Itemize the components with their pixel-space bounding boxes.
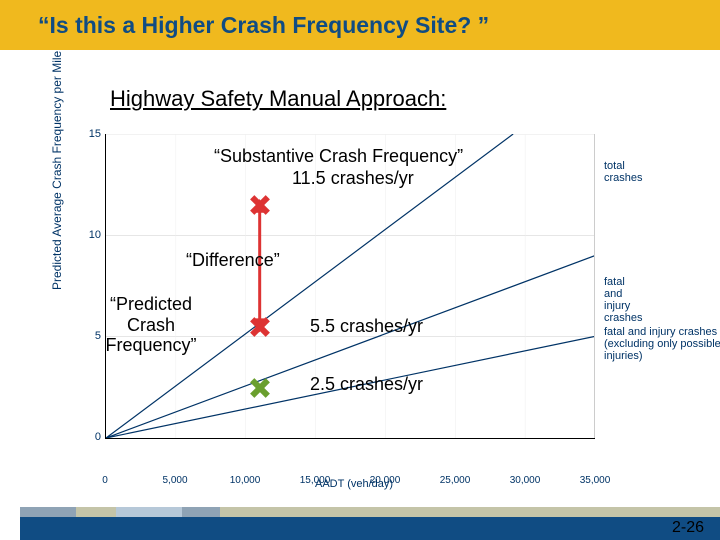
- ytick: 0: [87, 431, 101, 443]
- chart: Predicted Average Crash Frequency per Mi…: [55, 130, 670, 470]
- series-label-total: total crashes: [604, 160, 643, 184]
- xtick: 5,000: [155, 475, 195, 486]
- annot-val3: 2.5 crashes/yr: [310, 374, 423, 395]
- ytick: 10: [87, 229, 101, 241]
- annot-substantive: “Substantive Crash Frequency”: [214, 146, 463, 167]
- series-label-fi: fatal and injury crashes: [604, 276, 643, 324]
- xtick: 10,000: [225, 475, 265, 486]
- ytick: 15: [87, 128, 101, 140]
- xtick: 25,000: [435, 475, 475, 486]
- title-bar: “Is this a Higher Crash Frequency Site? …: [0, 0, 720, 50]
- y-axis-label: Predicted Average Crash Frequency per Mi…: [50, 51, 64, 290]
- ytick: 5: [87, 330, 101, 342]
- plot-area: total crashes fatal and injury crashes f…: [105, 134, 595, 439]
- footer: 2-26: [0, 498, 720, 540]
- series-label-fi-excl: fatal and injury crashes(excluding only …: [604, 326, 720, 362]
- annot-predicted: “PredictedCrashFrequency”: [91, 294, 211, 356]
- subtitle: Highway Safety Manual Approach:: [110, 86, 446, 112]
- slide-number: 2-26: [672, 519, 704, 537]
- x-marker-predicted-1: [249, 316, 271, 338]
- x-marker-substantive: 11.5: [249, 194, 271, 216]
- page-title: “Is this a Higher Crash Frequency Site? …: [38, 12, 489, 39]
- footer-main: [20, 517, 720, 540]
- annot-difference: “Difference”: [186, 250, 280, 271]
- footer-stripe: [20, 507, 720, 517]
- annot-substantive-val: 11.5 crashes/yr: [292, 168, 414, 189]
- xtick: 30,000: [505, 475, 545, 486]
- x-marker-predicted-2: [249, 377, 271, 399]
- x-axis-label: AADT (veh/day): [315, 478, 393, 490]
- xtick: 0: [85, 475, 125, 486]
- xtick: 35,000: [575, 475, 615, 486]
- annot-val2: 5.5 crashes/yr: [310, 316, 423, 337]
